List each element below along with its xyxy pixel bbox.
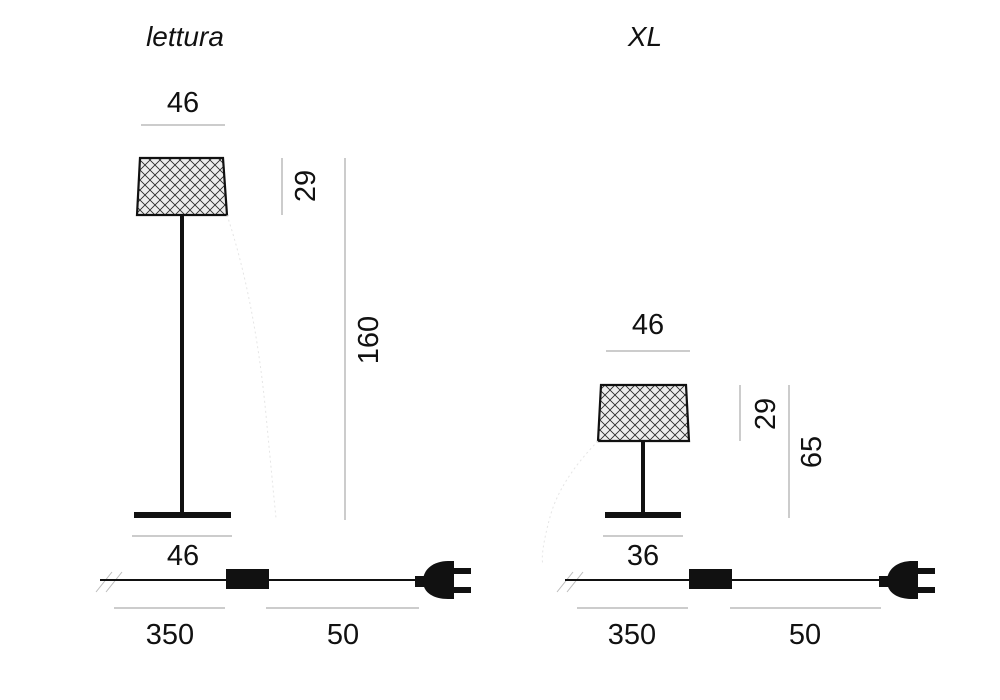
svg-text:350: 350 (608, 619, 656, 651)
svg-text:36: 36 (627, 540, 659, 572)
svg-text:29: 29 (290, 170, 322, 202)
svg-text:350: 350 (146, 619, 194, 651)
svg-text:46: 46 (632, 309, 664, 341)
svg-text:50: 50 (327, 619, 359, 651)
svg-text:65: 65 (796, 436, 828, 468)
svg-text:46: 46 (167, 540, 199, 572)
svg-text:50: 50 (789, 619, 821, 651)
svg-text:lettura: lettura (146, 21, 224, 52)
svg-text:XL: XL (627, 21, 662, 52)
svg-text:160: 160 (353, 316, 385, 364)
svg-text:29: 29 (750, 398, 782, 430)
svg-text:46: 46 (167, 87, 199, 119)
